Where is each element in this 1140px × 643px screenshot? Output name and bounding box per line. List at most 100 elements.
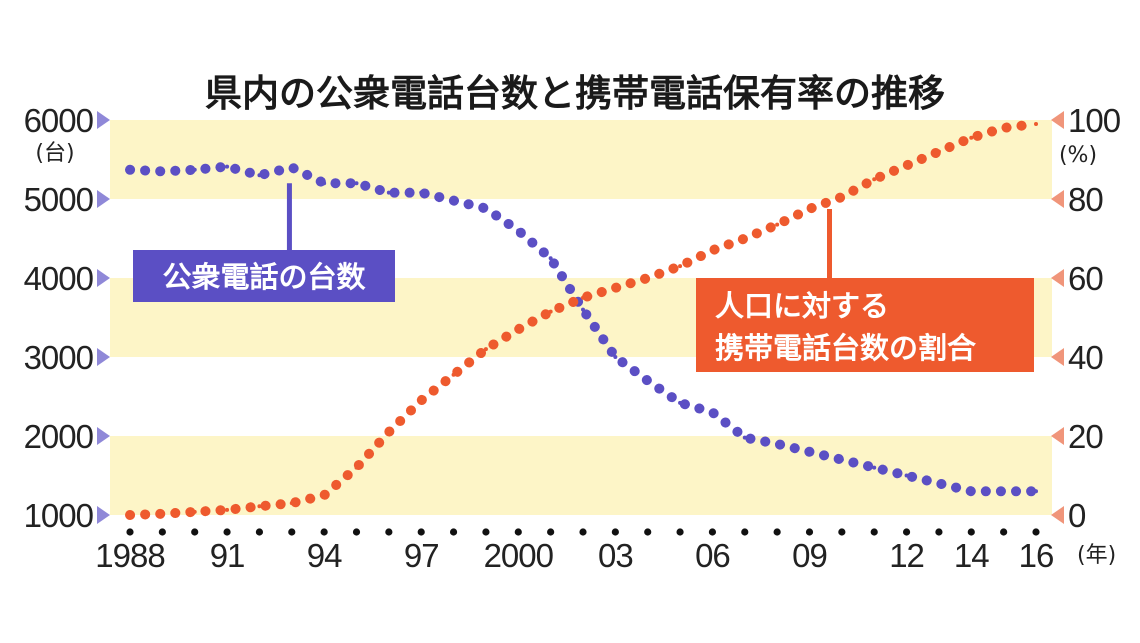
left-tick-arrow	[97, 348, 110, 366]
data-point	[710, 410, 715, 415]
payphone-label: 公衆電話の台数	[162, 260, 366, 294]
data-point	[872, 465, 877, 470]
x-tick-label: 16	[1019, 537, 1054, 574]
data-point	[257, 173, 262, 178]
left-tick-label: 2000	[24, 418, 94, 455]
data-point	[516, 228, 521, 233]
left-tick-arrow	[97, 269, 110, 287]
x-tick-label: 06	[695, 537, 730, 574]
data-point	[451, 198, 456, 203]
data-point	[678, 264, 683, 269]
data-point	[322, 493, 327, 498]
data-point	[128, 513, 132, 517]
data-point	[872, 177, 877, 182]
data-point	[192, 509, 197, 514]
x-axis-dot	[352, 528, 361, 536]
x-axis-dot	[805, 528, 814, 536]
data-point	[419, 398, 424, 403]
data-point	[613, 355, 618, 359]
left-tick-arrow	[97, 190, 110, 208]
data-point	[386, 190, 391, 195]
data-point	[1001, 489, 1006, 494]
data-point	[192, 167, 197, 172]
data-point	[645, 378, 650, 383]
x-axis-dot	[514, 528, 522, 536]
x-axis-dot	[482, 528, 490, 536]
data-point	[548, 256, 553, 261]
right-tick-arrow	[1051, 269, 1064, 287]
x-tick-label: 97	[404, 537, 439, 574]
mobile-label-line2: 携帯電話台数の割合	[715, 331, 976, 365]
right-tick-arrow	[1051, 111, 1064, 129]
x-tick-label: 12	[889, 537, 924, 574]
left-axis: 6000 5000 4000 3000 2000 1000	[24, 102, 110, 534]
mobile-label-box	[696, 278, 1034, 372]
data-point	[969, 135, 974, 140]
data-point	[289, 501, 294, 506]
x-axis-dot	[838, 528, 846, 536]
right-tick-label: 40	[1068, 339, 1103, 376]
left-tick-arrow	[97, 111, 110, 129]
data-point	[1034, 121, 1038, 126]
data-point	[548, 309, 553, 314]
data-point	[904, 163, 909, 168]
data-point	[936, 481, 941, 486]
right-tick-label: 60	[1068, 260, 1103, 297]
chart-title: 県内の公衆電話台数と携帯電話保有率の推移	[205, 72, 945, 115]
x-axis-dot	[1000, 528, 1008, 536]
data-point	[225, 507, 230, 512]
x-axis-dot	[611, 528, 619, 536]
right-tick-arrow	[1051, 190, 1064, 208]
x-axis-dot	[676, 528, 684, 536]
right-tick-arrow	[1051, 348, 1064, 366]
x-tick-label: 09	[792, 537, 827, 574]
x-axis-dot	[708, 528, 717, 536]
left-tick-label: 1000	[24, 497, 94, 534]
right-tick-label: 0	[1068, 497, 1086, 534]
data-point	[775, 222, 780, 227]
x-axis-dot	[870, 528, 878, 536]
data-point	[257, 504, 262, 509]
right-tick-arrow	[1051, 427, 1064, 445]
left-tick-label: 5000	[24, 181, 94, 218]
x-axis-dot	[967, 528, 975, 536]
x-axis-dot	[547, 528, 555, 536]
data-point	[160, 511, 165, 516]
data-point	[483, 206, 488, 211]
x-tick-label: 03	[598, 537, 633, 574]
x-axis-dot	[417, 528, 425, 536]
left-tick-label: 3000	[24, 339, 94, 376]
x-axis-dot	[449, 528, 458, 536]
data-point	[807, 206, 812, 211]
right-axis: 100 80 60 40 20 0	[1051, 102, 1122, 534]
x-axis-dot	[126, 528, 134, 536]
right-tick-label: 80	[1068, 181, 1103, 218]
data-point	[1001, 125, 1006, 130]
data-point	[160, 169, 165, 174]
data-point	[419, 190, 424, 195]
x-axis: 1988 91 94 97 2000 03 06 09 12 14 16	[95, 528, 1054, 574]
data-point	[483, 347, 488, 352]
band-stripe	[110, 120, 1052, 199]
x-tick-label: 14	[954, 537, 989, 574]
data-point	[322, 181, 327, 186]
data-point	[742, 236, 747, 241]
right-tick-label: 20	[1068, 418, 1103, 455]
x-axis-dot	[741, 528, 749, 536]
left-tick-arrow	[97, 506, 110, 524]
data-point	[128, 167, 132, 172]
data-point	[1034, 489, 1038, 494]
data-point	[807, 449, 812, 454]
x-axis-unit: (年)	[1077, 543, 1116, 568]
data-point	[386, 430, 391, 435]
x-axis-dot	[158, 528, 166, 536]
data-point	[645, 276, 650, 280]
x-axis-dot	[644, 528, 652, 536]
data-point	[516, 327, 521, 332]
x-axis-dot	[255, 528, 264, 536]
x-axis-dot	[320, 528, 328, 536]
data-point	[775, 441, 780, 446]
x-axis-dot	[935, 528, 943, 536]
x-axis-dot	[223, 528, 231, 536]
